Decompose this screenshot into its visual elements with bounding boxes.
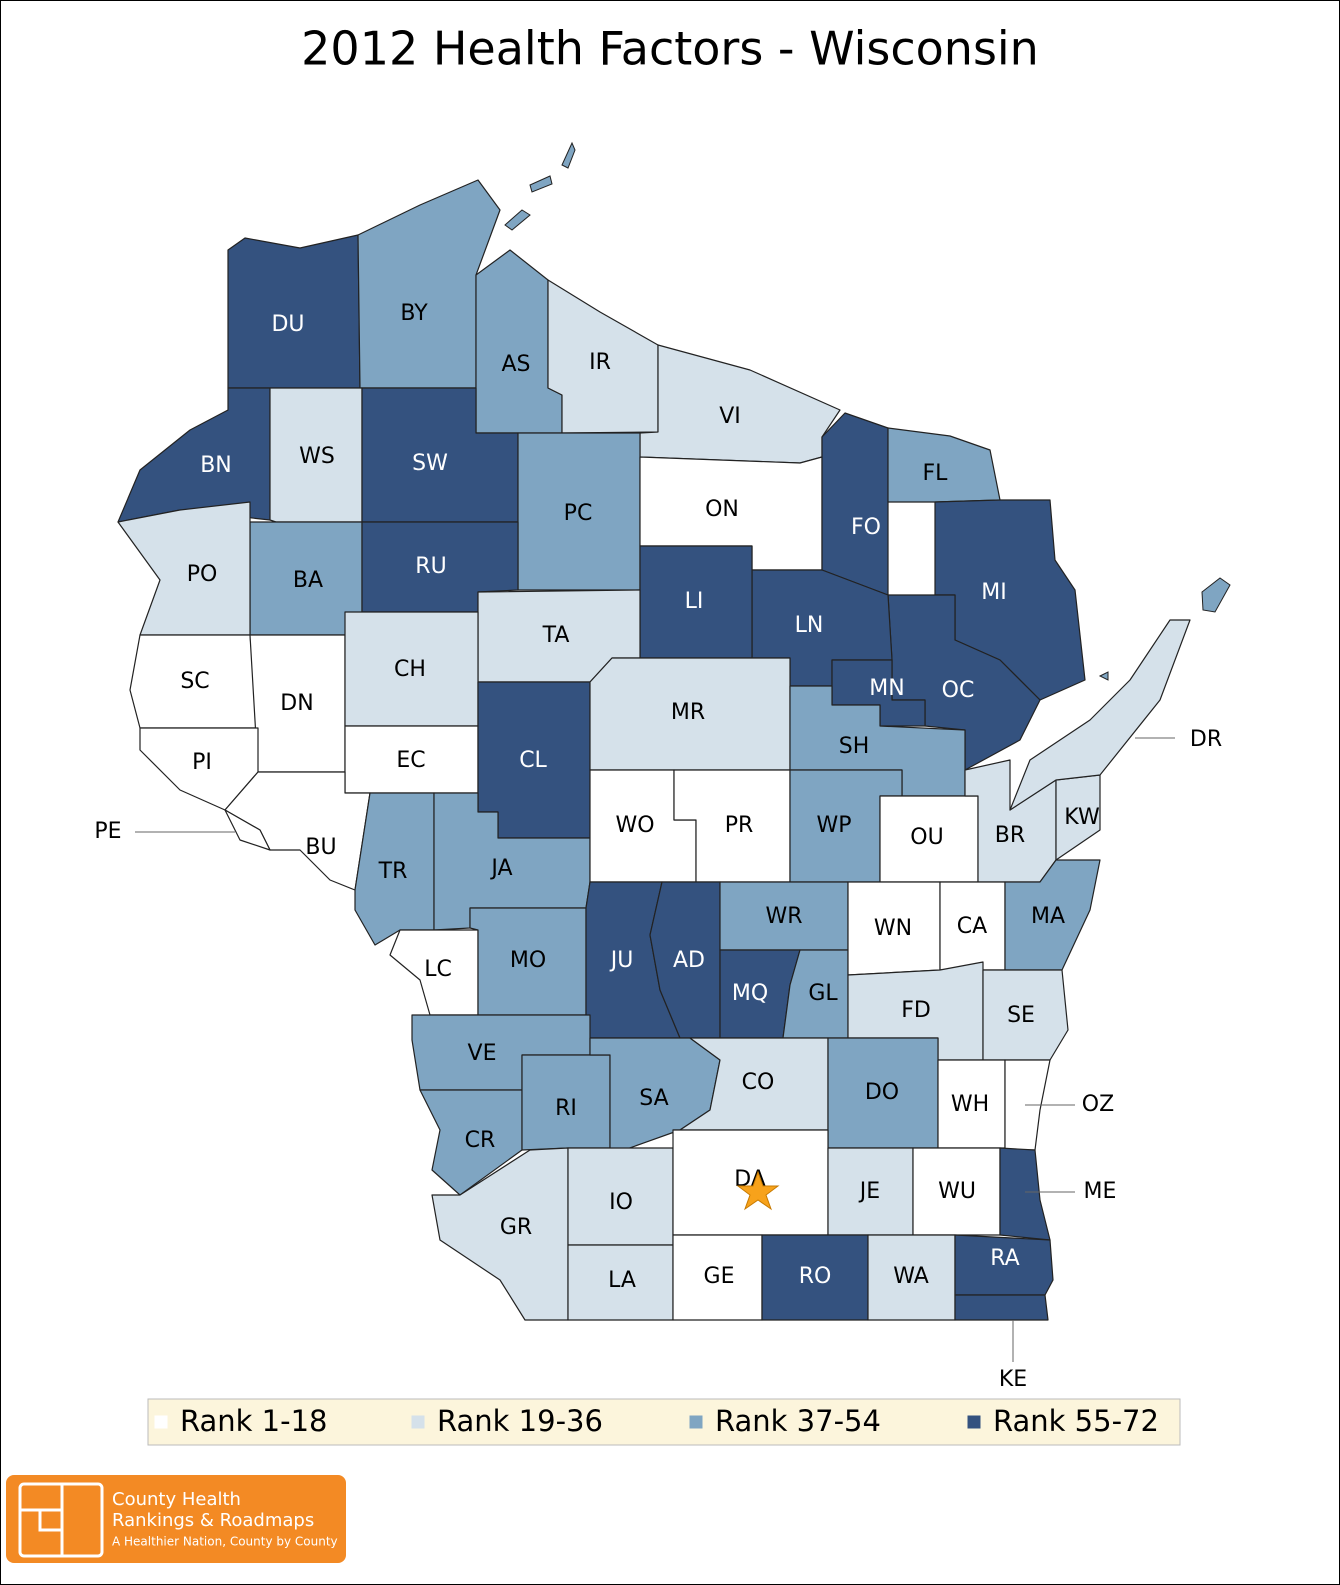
legend-label: Rank 1-18 <box>180 1404 328 1438</box>
county-label: WP <box>816 813 851 838</box>
county-label: ON <box>705 497 739 522</box>
map-title: 2012 Health Factors - Wisconsin <box>301 22 1039 76</box>
county-label: PR <box>725 813 754 838</box>
county-label: JE <box>858 1179 880 1204</box>
county-label: DU <box>271 312 304 337</box>
county-label: BN <box>200 453 232 478</box>
county-label: VE <box>468 1041 497 1066</box>
county-label: WO <box>615 813 654 838</box>
county-label: LN <box>795 613 824 638</box>
logo-line2: Rankings & Roadmaps <box>112 1510 314 1531</box>
legend-swatch <box>154 1415 168 1429</box>
county-label: KE <box>999 1367 1027 1392</box>
county-label: PE <box>94 819 121 844</box>
logo-tagline: A Healthier Nation, County by County <box>112 1535 338 1549</box>
county-label: IO <box>609 1190 633 1215</box>
county-label: CR <box>465 1128 496 1153</box>
legend: Rank 1-18 Rank 19-36 Rank 37-54 Rank 55-72 <box>154 1404 1159 1438</box>
county-label: PC <box>564 501 593 526</box>
county-label: WR <box>765 904 802 929</box>
islands <box>504 141 1231 681</box>
county-label: MQ <box>732 981 768 1006</box>
county-label: KW <box>1064 805 1100 830</box>
county-label: GL <box>808 981 838 1006</box>
legend-label: Rank 55-72 <box>993 1404 1159 1438</box>
county-label: TA <box>542 623 570 648</box>
county-label: RO <box>799 1264 832 1289</box>
county-label: FL <box>923 461 949 486</box>
county-label: MO <box>510 948 546 973</box>
county <box>954 1294 1049 1321</box>
county <box>954 1234 1054 1296</box>
legend-label: Rank 37-54 <box>715 1404 881 1438</box>
county-label: WH <box>951 1092 989 1117</box>
county-label: GE <box>704 1264 735 1289</box>
county-label: SC <box>180 669 209 694</box>
legend-swatch <box>411 1415 425 1429</box>
legend-box <box>147 1398 1181 1446</box>
county-layer: DU BY AS IR VI BN WS SW PC ON FO FL MI OC LN MN BA PO RU LI… <box>94 179 1222 1392</box>
county-label: GR <box>500 1215 532 1240</box>
county-label: MR <box>671 700 705 725</box>
county <box>982 969 1069 1061</box>
county <box>821 412 889 596</box>
county-label: SA <box>639 1086 668 1111</box>
logo-line1: County Health <box>112 1489 241 1510</box>
county-label: LI <box>685 589 704 614</box>
county <box>224 809 271 851</box>
county-label: RI <box>555 1096 577 1121</box>
county-label: SW <box>412 451 448 476</box>
county-label: IR <box>589 350 611 375</box>
county-label: PI <box>192 750 212 775</box>
county <box>1009 619 1191 811</box>
county-label: FD <box>901 998 931 1023</box>
county-label: CH <box>394 657 426 682</box>
county-label: OC <box>942 678 975 703</box>
county-label: BA <box>293 568 323 593</box>
county-label: PO <box>187 562 218 587</box>
county-label: AD <box>673 948 705 973</box>
county-label: BY <box>400 301 428 326</box>
county <box>999 1147 1051 1241</box>
county-label: VI <box>719 404 741 429</box>
county-label: EC <box>396 748 425 773</box>
county-label: MA <box>1031 904 1065 929</box>
county-label: RU <box>415 554 446 579</box>
legend-label: Rank 19-36 <box>437 1404 603 1438</box>
county-label: MN <box>869 676 904 701</box>
county-label: WS <box>299 444 335 469</box>
county-label: JU <box>609 948 634 973</box>
county-label: FO <box>851 515 881 540</box>
county-label: WA <box>893 1264 929 1289</box>
county-label: BU <box>305 835 336 860</box>
county-label: JA <box>489 856 512 881</box>
county-label: LA <box>608 1268 636 1293</box>
legend-swatch <box>967 1415 981 1429</box>
county-label: SH <box>839 734 870 759</box>
county-label: CA <box>957 914 987 939</box>
county-label: DR <box>1190 727 1222 752</box>
county-label: LC <box>424 957 452 982</box>
logo-background <box>6 1475 346 1563</box>
capital-star <box>736 1170 780 1211</box>
county-label: OZ <box>1082 1092 1114 1117</box>
county-label: SE <box>1007 1003 1035 1028</box>
county-label: OU <box>910 825 943 850</box>
county-label: WN <box>874 916 912 941</box>
county-label: AS <box>501 352 530 377</box>
county-label: CL <box>519 748 547 773</box>
county-label: MI <box>981 580 1006 605</box>
county-label: CO <box>742 1070 775 1095</box>
county-label: DN <box>280 691 313 716</box>
county-label: TR <box>378 859 408 884</box>
county-label: DO <box>865 1080 899 1105</box>
county-label: BR <box>995 823 1025 848</box>
county-label: RA <box>990 1246 1019 1271</box>
legend-swatch <box>689 1415 703 1429</box>
logo-icon-lines <box>20 1484 64 1556</box>
county-label: ME <box>1084 1179 1117 1204</box>
county-label: WU <box>938 1179 976 1204</box>
